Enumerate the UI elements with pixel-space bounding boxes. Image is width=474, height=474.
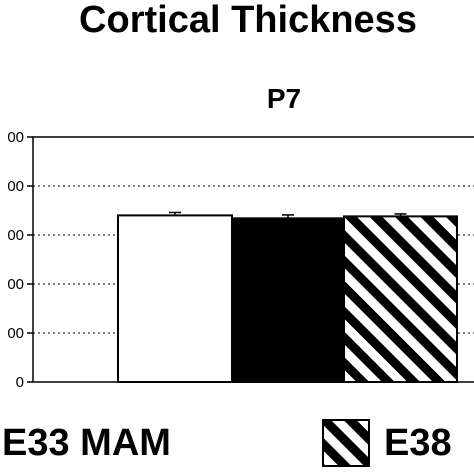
error-bars: [169, 211, 407, 219]
legend-label: E38: [384, 422, 452, 464]
bar: [117, 214, 233, 383]
y-tick-label: 00: [7, 178, 24, 195]
bar: [343, 215, 458, 383]
chart-subtitle: P7: [267, 83, 301, 114]
legend-label: E33 MAM: [2, 422, 171, 464]
y-tick-label: 00: [7, 129, 24, 146]
legend: E33 MAM E38: [2, 419, 452, 467]
y-tick-label: 0: [16, 374, 24, 391]
bar: [231, 217, 345, 383]
legend-swatch: [322, 419, 370, 467]
y-tick-label: 00: [7, 227, 24, 244]
y-tick-label: 00: [7, 276, 24, 293]
chart-title: Cortical Thickness: [79, 0, 417, 41]
y-tick-label: 00: [7, 325, 24, 342]
bars: [117, 214, 458, 383]
